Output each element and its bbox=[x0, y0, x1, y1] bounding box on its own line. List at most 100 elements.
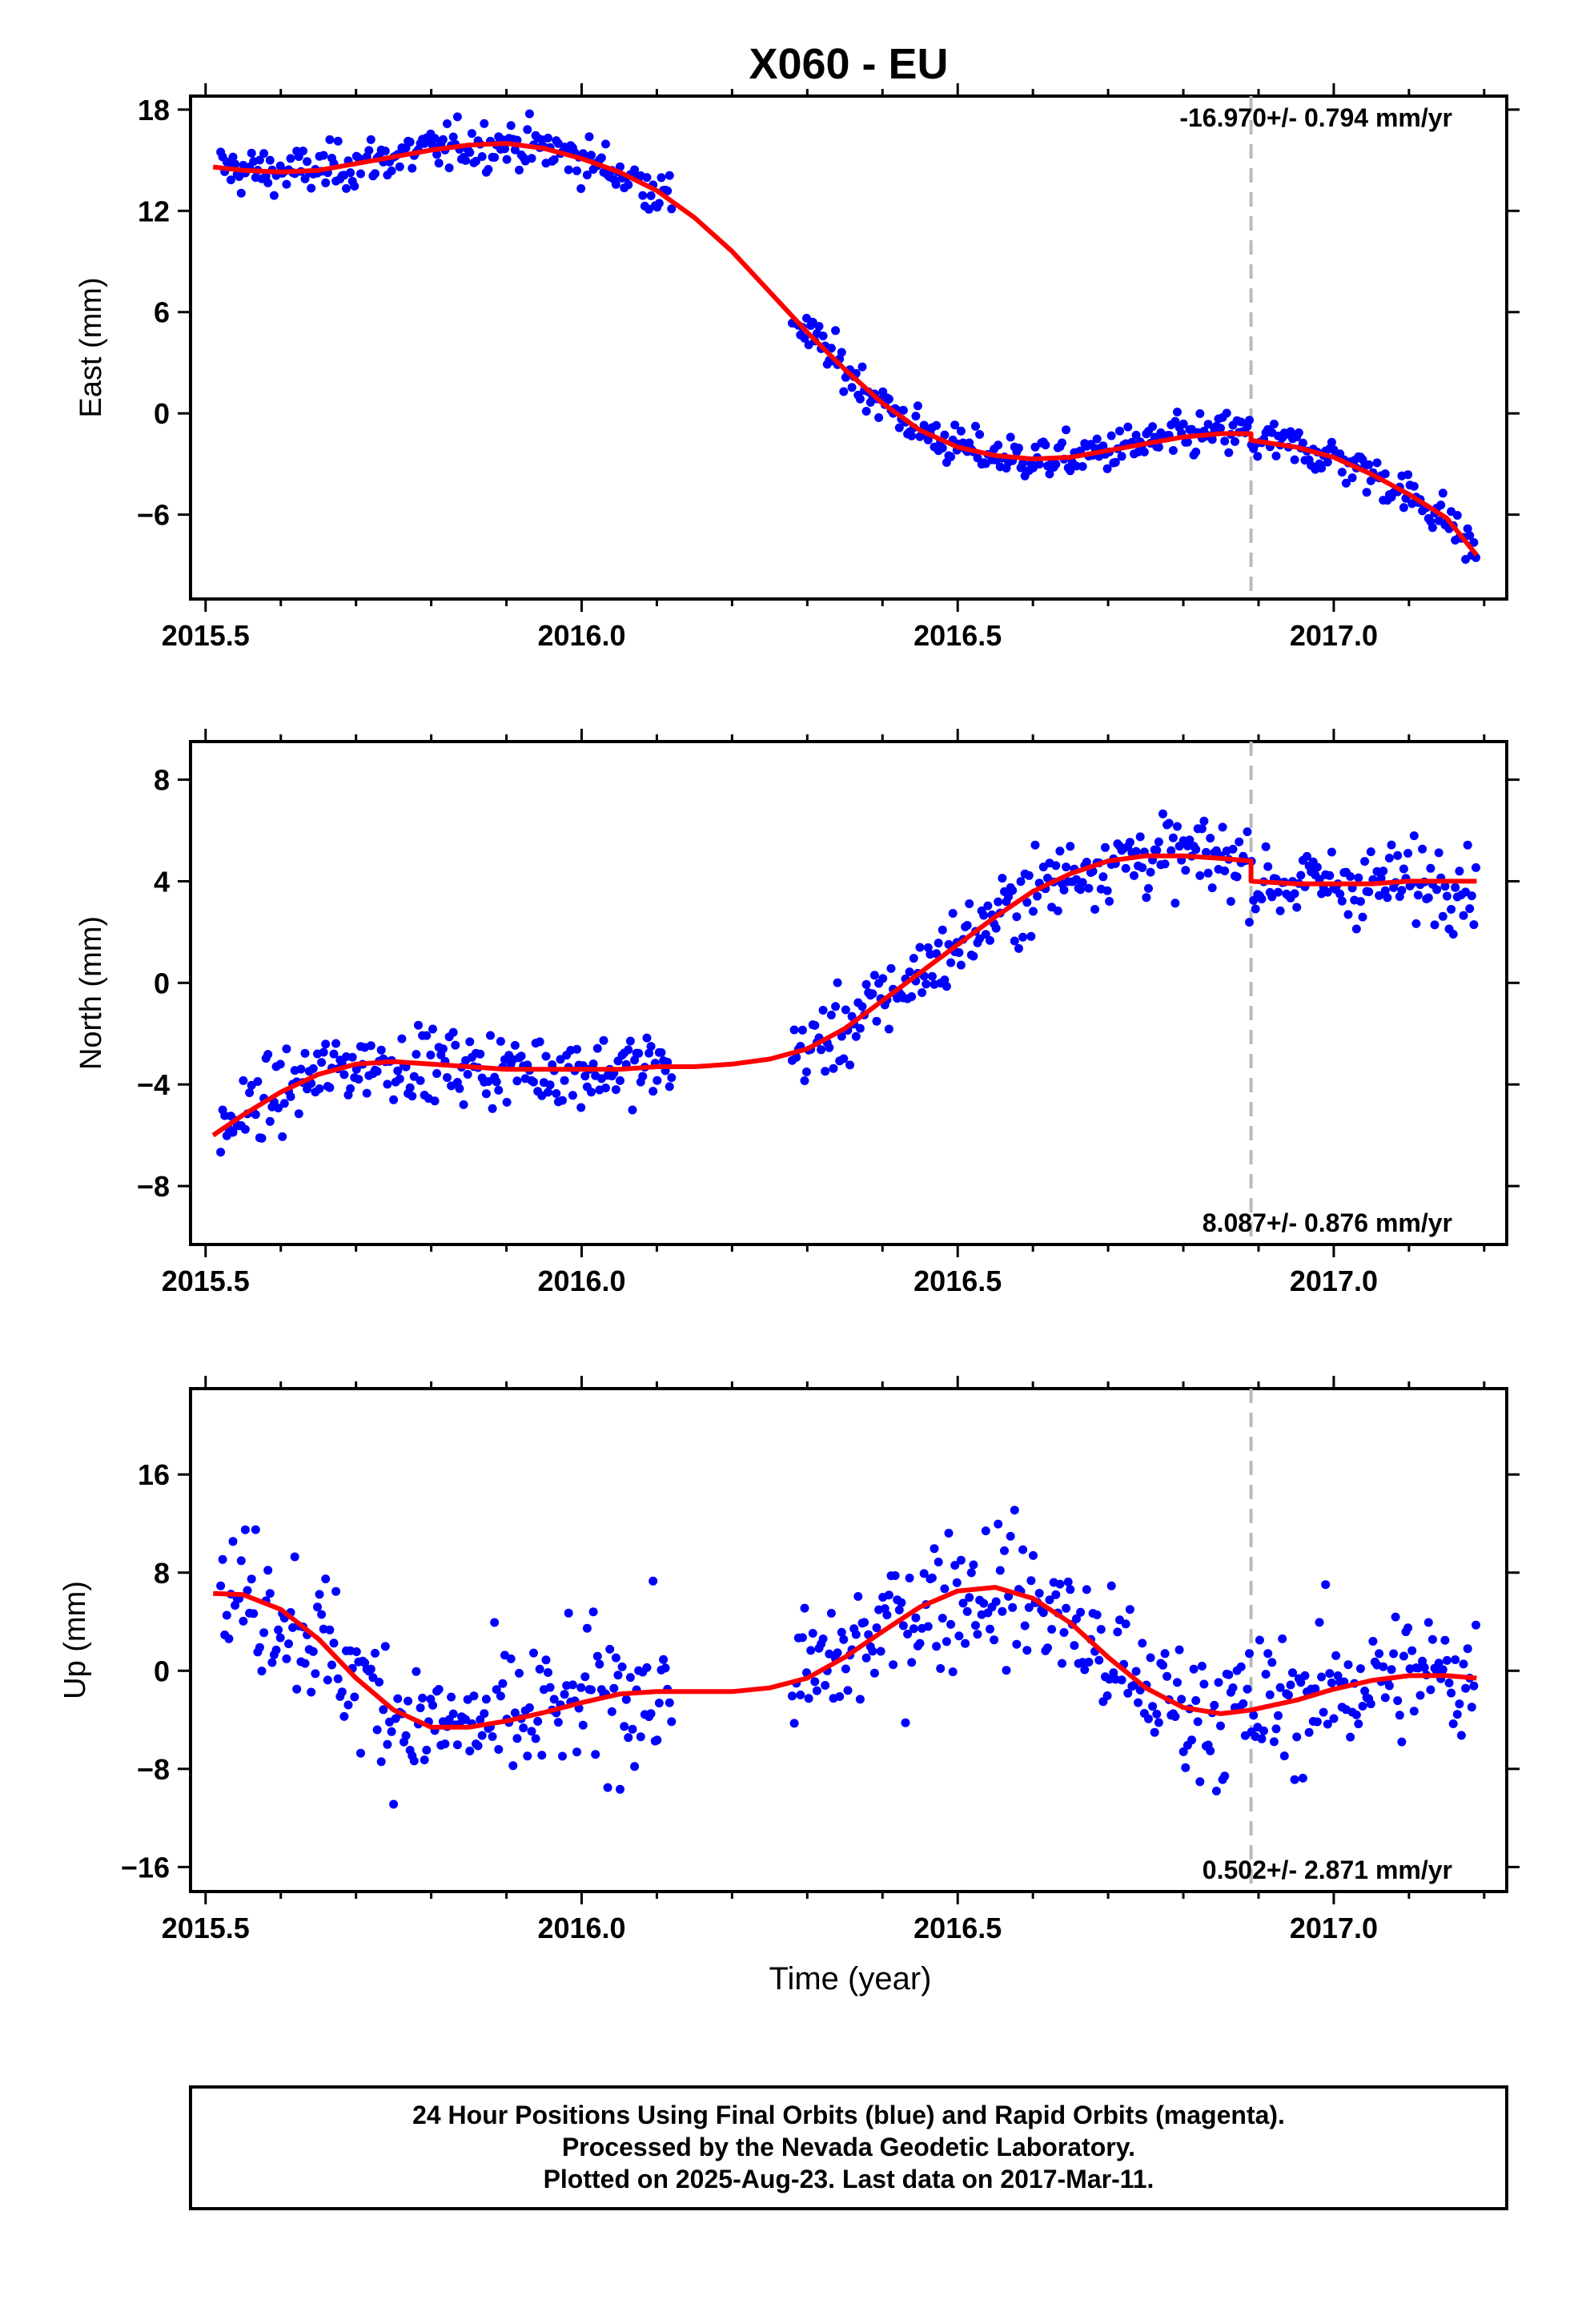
data-point bbox=[1004, 892, 1014, 902]
data-point bbox=[1008, 1602, 1018, 1612]
data-point bbox=[938, 444, 947, 452]
data-point bbox=[1173, 822, 1182, 831]
data-point bbox=[1391, 1612, 1400, 1622]
data-point bbox=[383, 1739, 392, 1749]
data-point bbox=[1249, 1711, 1259, 1720]
data-point bbox=[1206, 1746, 1215, 1755]
x-tick-label: 2016.0 bbox=[537, 619, 625, 652]
data-point bbox=[1224, 1670, 1234, 1679]
data-point bbox=[1387, 840, 1396, 850]
data-point bbox=[907, 431, 917, 440]
data-point bbox=[1226, 897, 1235, 907]
data-point bbox=[1210, 1700, 1219, 1710]
data-point bbox=[366, 1664, 375, 1674]
data-point bbox=[797, 1633, 807, 1642]
data-point bbox=[1426, 1685, 1435, 1695]
data-point bbox=[667, 1073, 677, 1083]
data-point bbox=[884, 394, 893, 404]
data-point bbox=[257, 1667, 267, 1676]
data-point bbox=[545, 1683, 555, 1692]
plot-frame bbox=[189, 1387, 1508, 1893]
data-point bbox=[541, 1051, 551, 1061]
data-point bbox=[249, 1609, 259, 1618]
data-point bbox=[325, 135, 335, 144]
data-point bbox=[331, 1039, 341, 1048]
data-point bbox=[1195, 409, 1205, 418]
x-tick-label: 2017.0 bbox=[1290, 1265, 1378, 1297]
data-point bbox=[806, 1646, 816, 1655]
data-point bbox=[587, 151, 596, 160]
data-point bbox=[432, 150, 442, 159]
data-point bbox=[938, 925, 947, 935]
data-point bbox=[1177, 1695, 1186, 1704]
data-point bbox=[222, 1610, 231, 1620]
data-point bbox=[1062, 862, 1071, 872]
data-points bbox=[216, 1506, 1480, 1809]
data-point bbox=[1434, 848, 1443, 858]
data-point bbox=[1062, 425, 1071, 435]
data-point bbox=[1078, 1658, 1087, 1667]
data-point bbox=[443, 1073, 452, 1082]
data-point bbox=[582, 1623, 592, 1633]
data-point bbox=[1395, 1711, 1404, 1720]
data-point bbox=[282, 1044, 291, 1054]
data-point bbox=[430, 1096, 440, 1106]
data-point bbox=[412, 1050, 421, 1059]
data-point bbox=[404, 1696, 413, 1706]
data-point bbox=[1030, 840, 1040, 850]
data-point bbox=[1397, 886, 1407, 895]
data-point bbox=[1154, 442, 1163, 452]
data-point bbox=[851, 1630, 861, 1639]
data-point bbox=[1125, 838, 1134, 847]
data-point bbox=[907, 992, 917, 1001]
data-point bbox=[416, 1076, 425, 1085]
data-point bbox=[878, 974, 888, 983]
data-point bbox=[986, 935, 994, 945]
y-tick-label: 16 bbox=[138, 1458, 170, 1491]
data-point bbox=[872, 1016, 881, 1026]
data-point bbox=[1251, 904, 1260, 914]
data-point bbox=[915, 1638, 925, 1648]
data-point bbox=[477, 152, 487, 161]
data-point bbox=[1131, 1667, 1141, 1676]
data-point bbox=[1051, 1590, 1061, 1599]
data-point bbox=[383, 1080, 392, 1089]
data-point bbox=[459, 1100, 468, 1109]
data-point bbox=[409, 1756, 419, 1766]
data-point bbox=[1029, 1550, 1038, 1560]
data-point bbox=[808, 1629, 817, 1638]
data-point bbox=[515, 165, 524, 175]
data-point bbox=[620, 1722, 629, 1731]
data-point bbox=[1384, 1681, 1394, 1691]
data-point bbox=[430, 134, 440, 143]
data-point bbox=[843, 1686, 853, 1695]
data-point bbox=[490, 1618, 500, 1627]
data-point bbox=[1066, 842, 1075, 851]
data-point bbox=[630, 165, 640, 175]
data-point bbox=[1199, 816, 1209, 826]
data-point bbox=[1026, 931, 1036, 941]
data-point bbox=[1191, 845, 1201, 854]
data-point bbox=[1472, 1620, 1480, 1630]
data-point bbox=[588, 1059, 598, 1068]
data-point bbox=[512, 1076, 522, 1086]
data-point bbox=[265, 155, 275, 165]
data-point bbox=[986, 1624, 994, 1634]
data-point bbox=[1375, 891, 1384, 900]
data-point bbox=[263, 1566, 273, 1575]
data-point bbox=[818, 332, 828, 340]
data-point bbox=[265, 1116, 275, 1126]
data-point bbox=[656, 173, 666, 183]
data-point bbox=[1261, 842, 1271, 851]
data-point bbox=[990, 1635, 999, 1645]
data-point bbox=[954, 948, 964, 957]
data-point bbox=[1245, 918, 1254, 927]
data-point bbox=[1409, 481, 1419, 491]
data-point bbox=[1296, 1678, 1306, 1687]
y-tick-label: 18 bbox=[138, 94, 170, 127]
data-point bbox=[1228, 844, 1238, 854]
data-point bbox=[578, 1720, 588, 1730]
data-point bbox=[1438, 489, 1447, 498]
data-point bbox=[1269, 1737, 1279, 1747]
data-point bbox=[611, 1653, 620, 1663]
